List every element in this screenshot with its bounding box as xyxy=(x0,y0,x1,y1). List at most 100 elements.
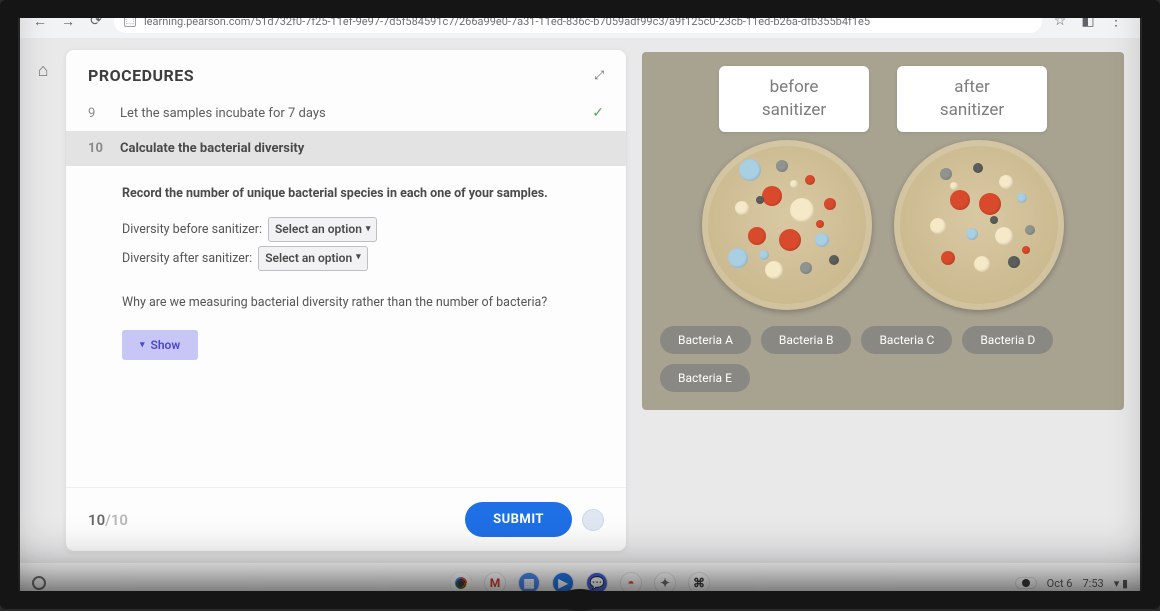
diversity-before-select[interactable]: Select an option ▾ xyxy=(268,217,377,242)
back-button[interactable]: ← xyxy=(30,11,50,31)
browser-toolbar: ← → ⟳ ⬚ learning.pearson.com/51d732f0-7f… xyxy=(20,4,1140,38)
step-number: 10 xyxy=(88,141,106,156)
bacteria-chip[interactable]: Bacteria E xyxy=(660,364,750,392)
colony xyxy=(728,248,748,268)
shelf-app-icon[interactable]: ◉ xyxy=(450,572,472,594)
colony xyxy=(941,251,955,265)
colony xyxy=(748,227,766,245)
progress-current: 10 xyxy=(88,511,105,529)
colony xyxy=(999,175,1013,189)
status-dot xyxy=(582,509,604,531)
system-tray[interactable]: Oct 6 7:53 ▾ ▮ xyxy=(1015,577,1128,590)
colony xyxy=(762,186,782,206)
colony xyxy=(824,198,836,210)
procedures-panel: PROCEDURES ⤢ 9 Let the samples incubate … xyxy=(66,50,626,551)
bacteria-chip[interactable]: Bacteria A xyxy=(660,326,751,354)
submit-button[interactable]: SUBMIT xyxy=(465,502,572,537)
bacteria-chips: Bacteria A Bacteria B Bacteria C Bacteria D… xyxy=(660,326,1106,392)
bookmark-icon[interactable]: ☆ xyxy=(1050,11,1070,31)
colony xyxy=(739,159,761,181)
show-label: Show xyxy=(151,338,181,352)
chromeos-shelf: ◉ M ▦ ▶ 💬 ◓ ✦ ⌘ Oct 6 7:53 ▾ ▮ xyxy=(20,563,1140,603)
progress-indicator: 10/10 xyxy=(88,511,128,529)
extension-icon[interactable]: ◧ xyxy=(1078,11,1098,31)
launcher-button[interactable] xyxy=(32,576,46,590)
shelf-date: Oct 6 xyxy=(1047,577,1073,590)
petri-dish-before[interactable] xyxy=(702,140,872,310)
bacteria-chip[interactable]: Bacteria B xyxy=(761,326,852,354)
colony xyxy=(735,201,749,215)
colony xyxy=(1008,256,1020,268)
progress-total: /10 xyxy=(105,511,128,529)
before-label-card: before sanitizer xyxy=(719,66,869,132)
colony xyxy=(759,250,769,260)
shelf-app-icon[interactable]: M xyxy=(484,572,506,594)
visual-panel: before sanitizer after sanitizer Bacteri… xyxy=(626,38,1140,563)
shelf-app-icon[interactable]: ✦ xyxy=(654,572,676,594)
address-bar[interactable]: ⬚ learning.pearson.com/51d732f0-7f25-11e… xyxy=(114,9,1042,33)
colony xyxy=(950,190,970,210)
home-icon[interactable]: ⌂ xyxy=(38,60,49,563)
instruction-text: Record the number of unique bacterial sp… xyxy=(122,186,548,201)
after-label-card: after sanitizer xyxy=(897,66,1047,132)
petri-dish-after[interactable] xyxy=(894,140,1064,310)
url-text: learning.pearson.com/51d732f0-7f25-11ef-… xyxy=(144,15,870,28)
label-line: before xyxy=(745,76,843,99)
colony xyxy=(765,261,783,279)
colony xyxy=(1017,193,1027,203)
chevron-down-icon: ▾ xyxy=(140,340,145,350)
label-line: sanitizer xyxy=(745,99,843,122)
shelf-app-icon[interactable]: ▦ xyxy=(518,572,540,594)
colony xyxy=(940,168,952,180)
label-line: sanitizer xyxy=(923,99,1021,122)
step-body: Record the number of unique bacterial sp… xyxy=(66,166,626,487)
site-info-icon[interactable]: ⬚ xyxy=(124,15,136,27)
step-label: Let the samples incubate for 7 days xyxy=(120,106,326,121)
colony xyxy=(930,218,946,234)
menu-icon[interactable]: ⋮ xyxy=(1106,11,1126,31)
app-content: ⌂ PROCEDURES ⤢ 9 Let the samples incubat… xyxy=(20,38,1140,563)
check-icon: ✓ xyxy=(592,105,604,121)
bacteria-chip[interactable]: Bacteria C xyxy=(861,326,952,354)
colony xyxy=(815,233,829,247)
notification-pill[interactable] xyxy=(1015,577,1037,589)
field-label: Diversity before sanitizer: xyxy=(122,220,262,239)
step-10-row[interactable]: 10 Calculate the bacterial diversity xyxy=(66,131,626,166)
colony xyxy=(979,193,1001,215)
colony xyxy=(990,216,998,224)
step-number: 9 xyxy=(88,106,106,121)
shelf-app-icon[interactable]: ▶ xyxy=(552,572,574,594)
panel-footer: 10/10 SUBMIT xyxy=(66,487,626,551)
colony xyxy=(800,262,812,274)
reload-button[interactable]: ⟳ xyxy=(86,11,106,31)
shelf-app-icon[interactable]: ◓ xyxy=(620,572,642,594)
step-label: Calculate the bacterial diversity xyxy=(120,141,304,156)
colony xyxy=(966,228,978,240)
field-label: Diversity after sanitizer: xyxy=(122,249,252,268)
forward-button[interactable]: → xyxy=(58,11,78,31)
home-column: ⌂ xyxy=(20,38,66,563)
shelf-app-icon[interactable]: ⌘ xyxy=(688,572,710,594)
colony xyxy=(1025,225,1035,235)
step-9-row[interactable]: 9 Let the samples incubate for 7 days ✓ xyxy=(66,95,626,131)
colony xyxy=(829,255,839,265)
chevron-down-icon: ▾ xyxy=(356,251,361,265)
shelf-app-icon[interactable]: 💬 xyxy=(586,572,608,594)
diversity-after-row: Diversity after sanitizer: Select an opt… xyxy=(122,246,596,271)
diversity-after-select[interactable]: Select an option ▾ xyxy=(258,246,367,271)
colony xyxy=(1022,246,1030,254)
colony xyxy=(995,227,1013,245)
bacteria-chip[interactable]: Bacteria D xyxy=(962,326,1053,354)
status-icons: ▾ ▮ xyxy=(1114,577,1128,590)
chevron-down-icon: ▾ xyxy=(366,223,371,237)
label-line: after xyxy=(923,76,1021,99)
show-button[interactable]: ▾ Show xyxy=(122,330,198,360)
colony xyxy=(816,220,824,228)
panel-title: PROCEDURES xyxy=(88,66,194,85)
question-text: Why are we measuring bacterial diversity… xyxy=(122,293,596,312)
shelf-apps: ◉ M ▦ ▶ 💬 ◓ ✦ ⌘ xyxy=(450,572,710,594)
shelf-time: 7:53 xyxy=(1082,577,1103,590)
diversity-before-row: Diversity before sanitizer: Select an op… xyxy=(122,217,596,242)
expand-icon[interactable]: ⤢ xyxy=(594,68,604,83)
colony xyxy=(950,182,958,190)
